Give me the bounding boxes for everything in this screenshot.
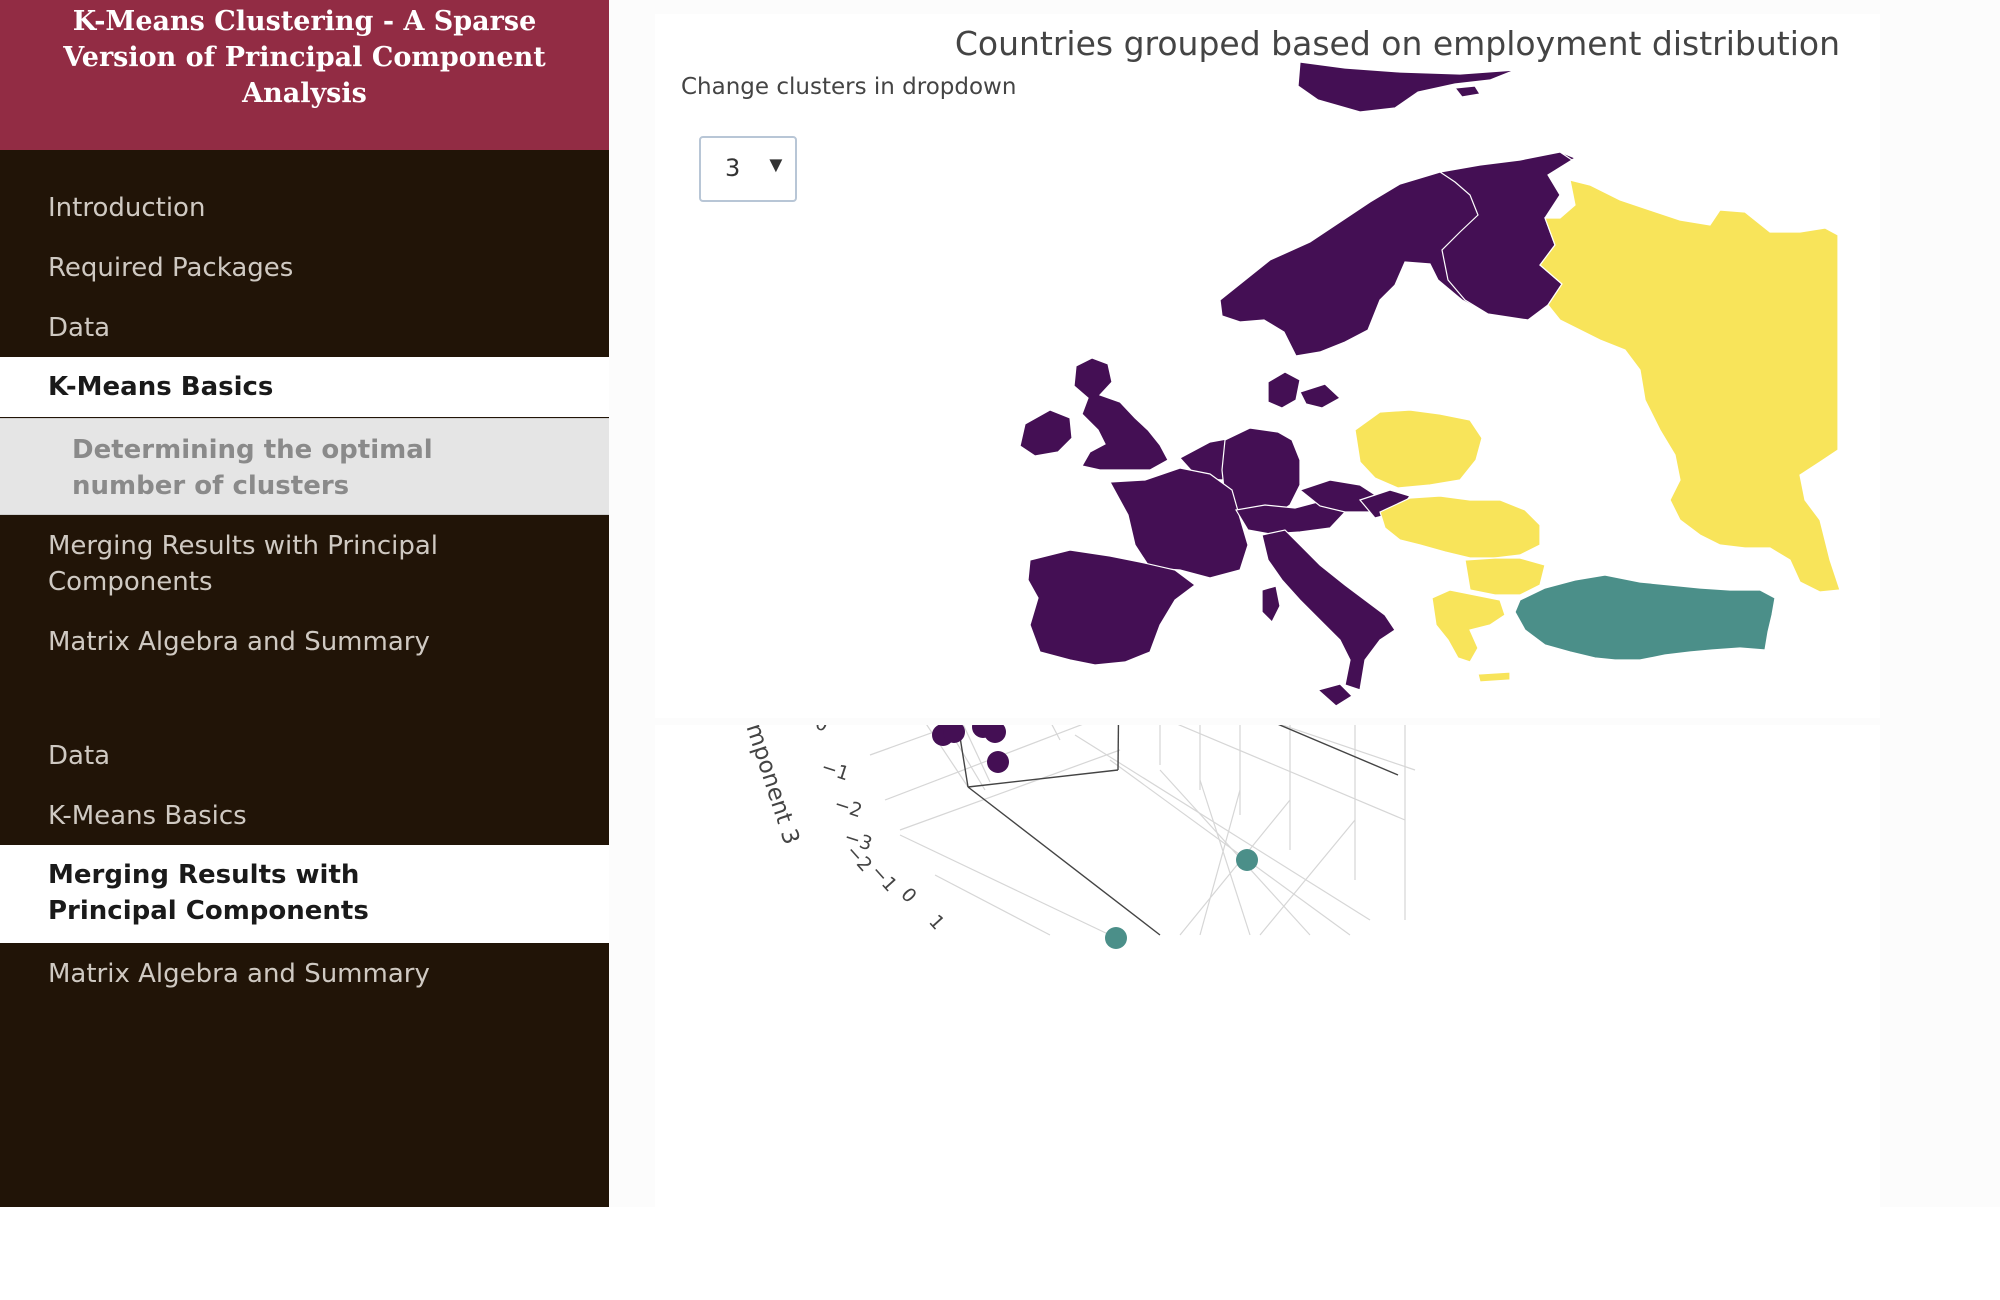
nav-introduction[interactable]: Introduction [48, 193, 206, 223]
cluster-count-dropdown[interactable]: 3 ▼ [699, 136, 797, 202]
map-region-alps [1235, 499, 1346, 535]
dropdown-arrow-icon: ▼ [765, 152, 787, 177]
scatter-axes [957, 725, 1399, 936]
z-tick-label: −2 [831, 793, 864, 823]
nav-kmeans-basics[interactable]: K-Means Basics [0, 357, 609, 417]
map-region-crete [1477, 671, 1511, 683]
document-title: K-Means Clustering - A Sparse Version of… [63, 6, 546, 109]
map-region-uk [1073, 357, 1169, 471]
scatter-point[interactable] [984, 725, 1006, 743]
nav-kmeans-basics-2[interactable]: K-Means Basics [48, 801, 247, 831]
map-region-denmark [1267, 371, 1301, 409]
sidebar-header: K-Means Clustering - A Sparse Version of… [0, 0, 609, 150]
y-tick-label: −1 [866, 861, 901, 897]
dropdown-label: Change clusters in dropdown [681, 74, 1017, 100]
map-region-iberia [1027, 549, 1196, 666]
scatter-point[interactable] [1105, 927, 1127, 949]
map-region-bulgaria [1464, 557, 1546, 596]
map-region-poland [1354, 409, 1483, 489]
map-region-france [1109, 467, 1249, 579]
map-region-romania [1379, 495, 1541, 559]
map-region-iceland [1297, 61, 1516, 113]
europe-map[interactable] [655, 14, 1880, 718]
scatter-point[interactable] [987, 751, 1009, 773]
z-axis-title: Component 3 [731, 725, 804, 848]
map-region-sicily [1316, 683, 1353, 707]
map-chart-panel: Countries grouped based on employment di… [655, 14, 1880, 718]
nav-required-packages[interactable]: Required Packages [48, 253, 294, 283]
map-region-italy [1261, 529, 1396, 691]
z-tick-label: 0 [812, 725, 830, 736]
nav-matrix-algebra-2[interactable]: Matrix Algebra and Summary [48, 959, 430, 989]
nav-merging-results[interactable]: Merging Results with Principal Component… [48, 531, 438, 597]
scatter-3d-panel[interactable]: 2 1 0 −1 −2 −3 −2 −1 0 1 Component 3 [655, 725, 1880, 1207]
map-region-faroe [1453, 85, 1481, 98]
dropdown-selected-value: 3 [725, 154, 741, 182]
scatter-gridlines [869, 725, 1416, 936]
scatter-3d-plot[interactable]: 2 1 0 −1 −2 −3 −2 −1 0 1 Component 3 [655, 725, 1880, 1207]
map-region-ireland [1019, 409, 1073, 457]
map-region-baltics [1299, 383, 1342, 409]
scatter-point[interactable] [943, 725, 965, 743]
map-region-turkey [1514, 574, 1776, 661]
y-tick-label: 1 [924, 911, 948, 935]
y-axis-ticks: −2 −1 0 1 [841, 841, 948, 935]
scatter-point[interactable] [1236, 849, 1258, 871]
map-region-sardinia [1261, 585, 1281, 624]
map-chart-title: Countries grouped based on employment di… [954, 24, 1840, 63]
nav-data-2[interactable]: Data [48, 741, 111, 771]
nav-optimal-clusters[interactable]: Determining the optimal number of cluste… [0, 418, 609, 515]
z-tick-label: −1 [818, 756, 851, 786]
nav-merging-results-2[interactable]: Merging Results with Principal Component… [0, 845, 609, 943]
y-tick-label: 0 [896, 884, 920, 908]
sidebar: K-Means Clustering - A Sparse Version of… [0, 0, 609, 1207]
map-region-greece [1431, 589, 1506, 663]
nav-data[interactable]: Data [48, 313, 111, 343]
map-region-russia [1539, 179, 1841, 593]
nav-matrix-algebra[interactable]: Matrix Algebra and Summary [48, 627, 430, 657]
